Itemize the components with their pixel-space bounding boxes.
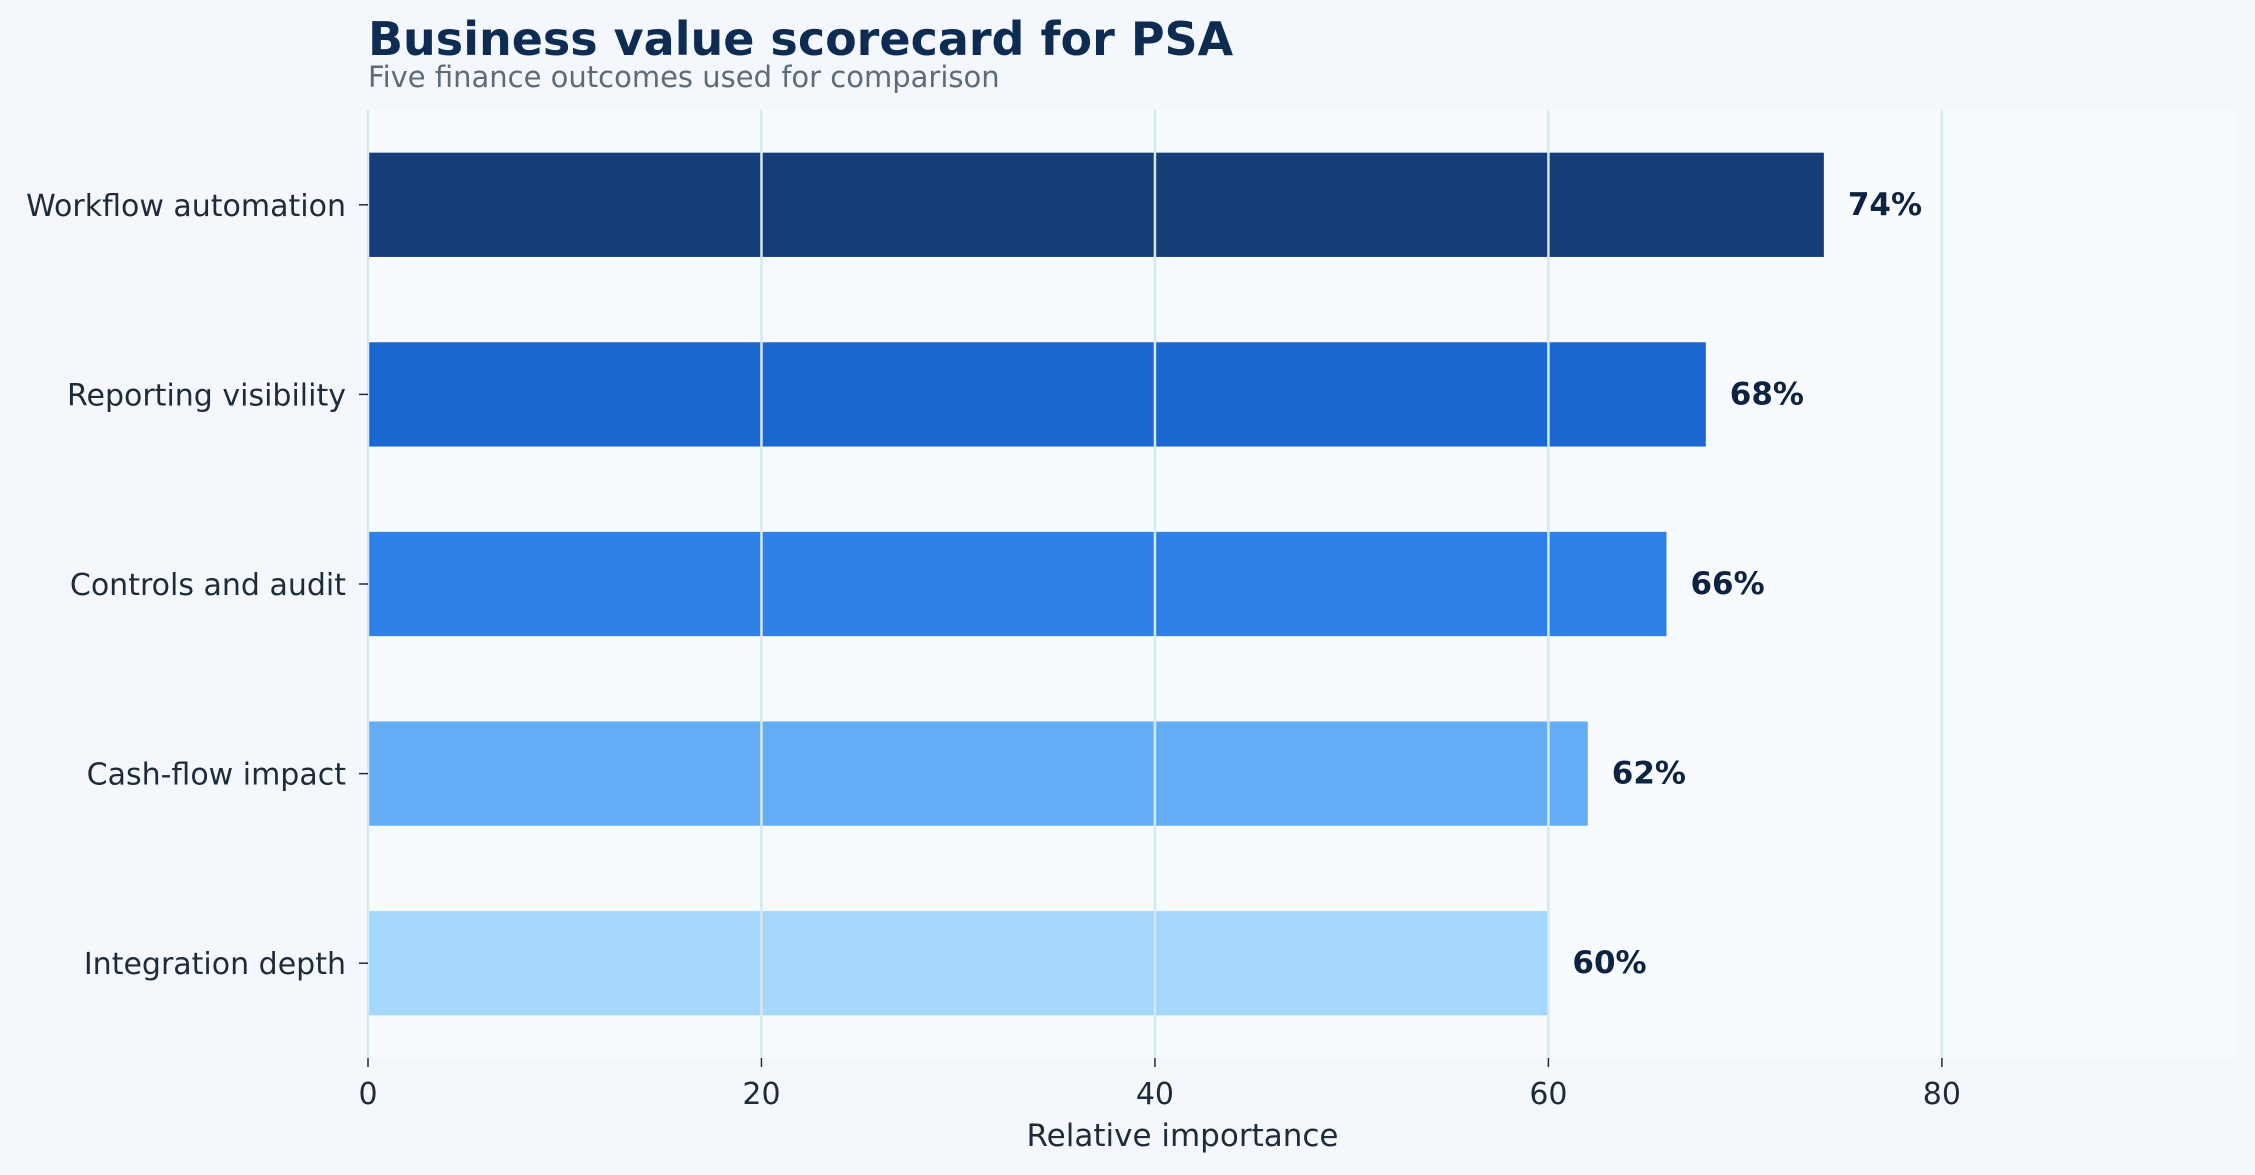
- category-label: Integration depth: [84, 947, 346, 982]
- data-label: 66%: [1690, 566, 1764, 602]
- labels: Workflow automation 74% Reporting visibili…: [26, 187, 1922, 982]
- data-label: 62%: [1612, 756, 1686, 792]
- x-tick-label: 60: [1529, 1077, 1567, 1112]
- category-label: Reporting visibility: [67, 378, 346, 413]
- data-label: 60%: [1572, 945, 1646, 981]
- grid-overlay: [366, 110, 1944, 1058]
- bar-5: [368, 911, 1549, 1016]
- axes: 0 20 40 60 80: [358, 204, 1961, 1112]
- x-tick-label: 20: [742, 1077, 780, 1112]
- data-label: 74%: [1848, 187, 1922, 223]
- category-label: Workflow automation: [26, 189, 346, 224]
- chart-title: Business value scorecard for PSA: [368, 12, 1234, 66]
- bar-3: [368, 531, 1667, 637]
- x-tick-label: 80: [1923, 1077, 1961, 1112]
- bar-4: [368, 721, 1588, 826]
- chart-subtitle: Five finance outcomes used for compariso…: [368, 60, 1000, 94]
- data-label: 68%: [1730, 376, 1804, 412]
- x-tick-label: 0: [358, 1077, 377, 1112]
- category-label: Cash-flow impact: [87, 758, 347, 793]
- category-label: Controls and audit: [70, 568, 346, 603]
- x-axis-label: Relative importance: [1027, 1118, 1339, 1154]
- bar-2: [368, 342, 1706, 447]
- bars: [368, 152, 1824, 1016]
- bar-1: [368, 152, 1824, 257]
- x-tick-label: 40: [1136, 1077, 1174, 1112]
